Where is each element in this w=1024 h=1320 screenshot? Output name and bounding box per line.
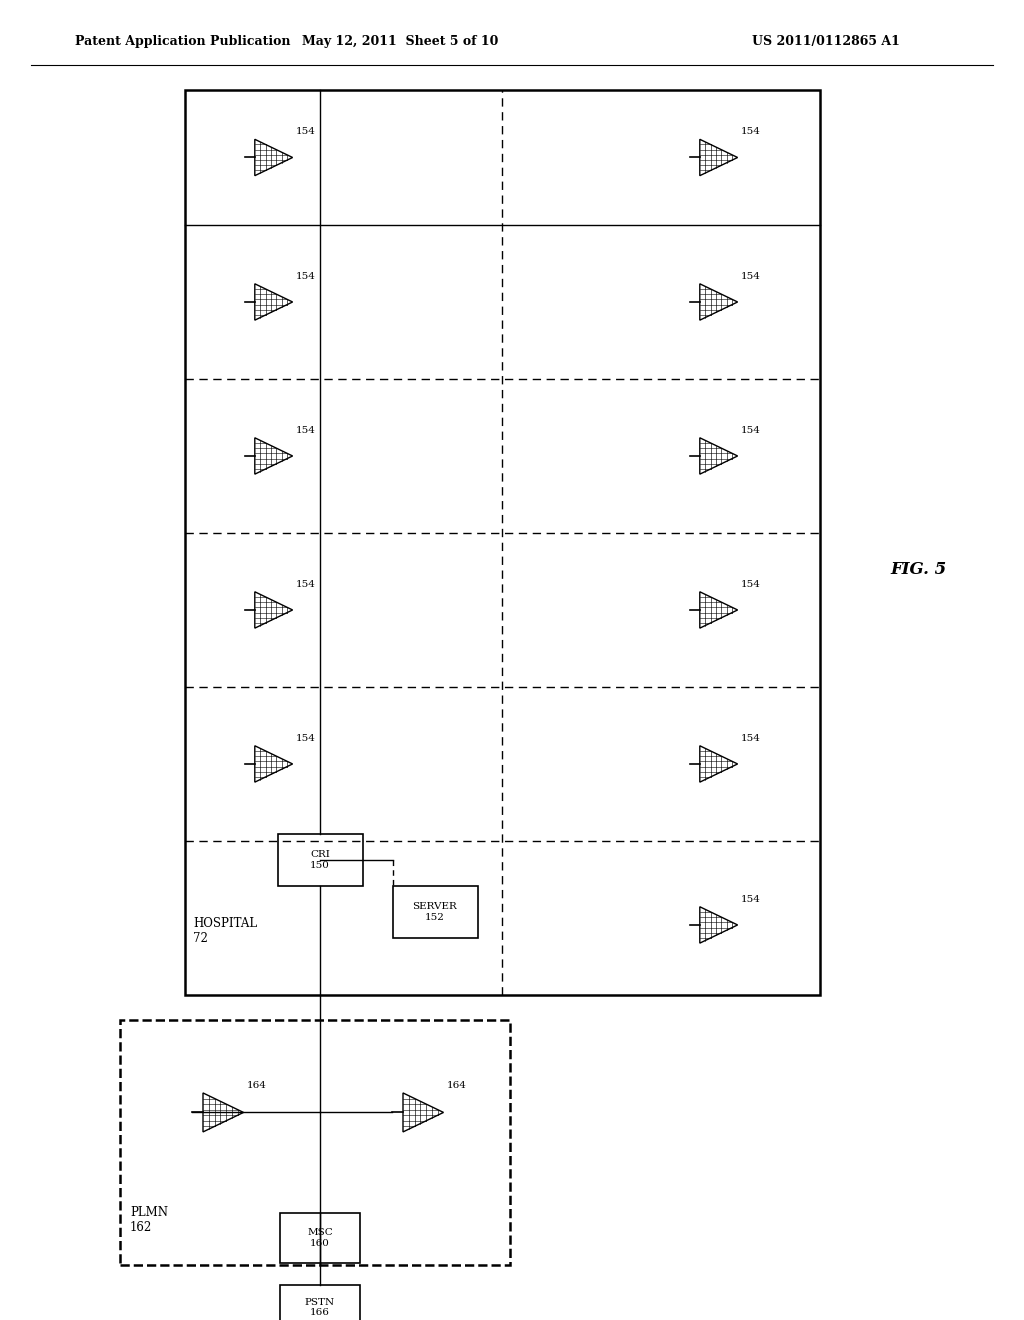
- Text: 154: 154: [740, 895, 760, 904]
- Polygon shape: [255, 746, 293, 783]
- Polygon shape: [699, 284, 737, 321]
- Polygon shape: [699, 591, 737, 628]
- Text: Patent Application Publication: Patent Application Publication: [75, 36, 291, 48]
- Text: 154: 154: [295, 127, 315, 136]
- Polygon shape: [255, 438, 293, 474]
- Polygon shape: [255, 284, 293, 321]
- Text: US 2011/0112865 A1: US 2011/0112865 A1: [752, 36, 900, 48]
- Text: PLMN
162: PLMN 162: [130, 1206, 168, 1234]
- Bar: [392, 886, 477, 939]
- Polygon shape: [699, 907, 737, 944]
- Text: MSC
160: MSC 160: [307, 1228, 333, 1247]
- Text: PSTN
166: PSTN 166: [305, 1298, 335, 1317]
- Text: SERVER
152: SERVER 152: [413, 903, 458, 921]
- Polygon shape: [699, 746, 737, 783]
- Text: 154: 154: [740, 734, 760, 743]
- Polygon shape: [699, 140, 737, 176]
- Text: May 12, 2011  Sheet 5 of 10: May 12, 2011 Sheet 5 of 10: [302, 36, 499, 48]
- Text: 164: 164: [446, 1081, 466, 1090]
- Text: 154: 154: [740, 426, 760, 434]
- Text: FIG. 5: FIG. 5: [890, 561, 946, 578]
- Polygon shape: [403, 1093, 443, 1133]
- Bar: [278, 834, 362, 886]
- Text: 154: 154: [295, 579, 315, 589]
- Text: 154: 154: [295, 272, 315, 281]
- Text: 154: 154: [295, 426, 315, 434]
- Text: HOSPITAL
72: HOSPITAL 72: [193, 917, 257, 945]
- Text: CRI
150: CRI 150: [310, 850, 330, 870]
- Polygon shape: [255, 591, 293, 628]
- Bar: [280, 1284, 360, 1320]
- Text: 154: 154: [740, 579, 760, 589]
- Bar: [280, 1213, 360, 1263]
- Text: 154: 154: [740, 272, 760, 281]
- Polygon shape: [699, 438, 737, 474]
- Text: 154: 154: [740, 127, 760, 136]
- Polygon shape: [203, 1093, 244, 1133]
- Text: 154: 154: [295, 734, 315, 743]
- Text: 164: 164: [247, 1081, 266, 1090]
- Polygon shape: [255, 140, 293, 176]
